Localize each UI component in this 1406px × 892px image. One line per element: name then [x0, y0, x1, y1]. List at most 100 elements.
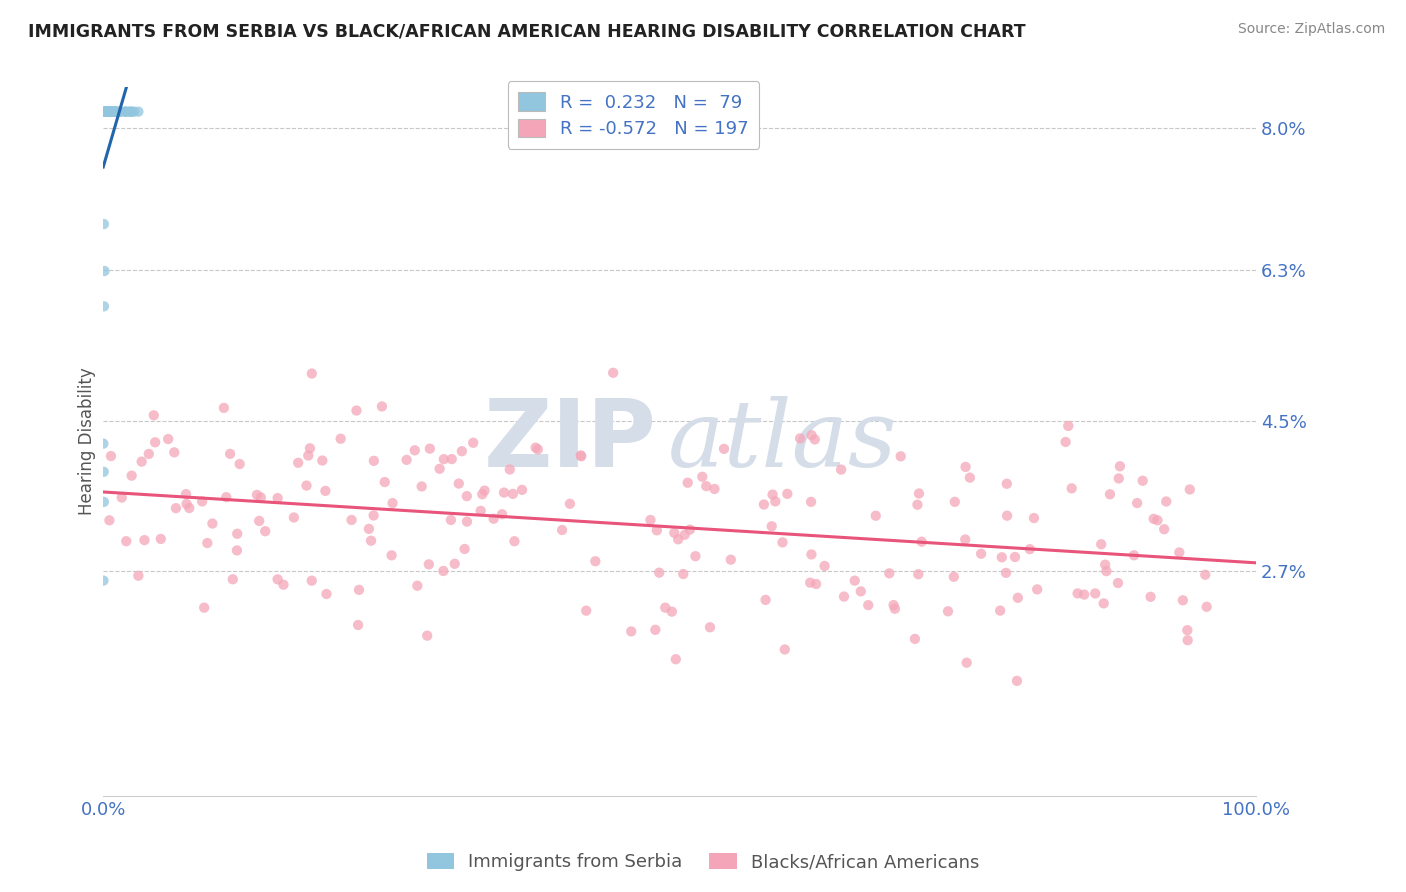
Point: [865, 508, 887, 523]
Point: [988, 604, 1011, 618]
Point: [800, 495, 823, 509]
Point: [195, 536, 218, 550]
Point: [93, 104, 115, 119]
Point: [93, 495, 115, 509]
Point: [114, 104, 136, 119]
Point: [363, 454, 385, 468]
Point: [995, 566, 1018, 580]
Point: [1018, 542, 1040, 557]
Point: [720, 552, 742, 566]
Point: [789, 431, 811, 445]
Point: [273, 577, 295, 591]
Point: [1154, 494, 1177, 508]
Point: [908, 486, 931, 500]
Point: [100, 104, 122, 119]
Point: [492, 485, 515, 500]
Point: [1073, 588, 1095, 602]
Point: [404, 443, 426, 458]
Point: [664, 525, 686, 540]
Point: [1094, 558, 1116, 572]
Point: [219, 447, 242, 461]
Point: [849, 584, 872, 599]
Point: [772, 535, 794, 549]
Point: [942, 570, 965, 584]
Point: [1054, 434, 1077, 449]
Point: [165, 501, 187, 516]
Point: [120, 104, 142, 119]
Point: [456, 515, 478, 529]
Point: [138, 447, 160, 461]
Point: [433, 452, 456, 467]
Point: [96, 104, 118, 119]
Point: [212, 401, 235, 415]
Point: [970, 547, 993, 561]
Point: [1026, 582, 1049, 597]
Point: [440, 452, 463, 467]
Point: [381, 496, 404, 510]
Point: [1022, 511, 1045, 525]
Point: [226, 526, 249, 541]
Point: [93, 217, 115, 231]
Point: [121, 104, 143, 119]
Point: [463, 435, 485, 450]
Point: [176, 497, 198, 511]
Point: [416, 629, 439, 643]
Point: [602, 366, 624, 380]
Point: [91, 436, 114, 450]
Point: [907, 498, 929, 512]
Point: [131, 455, 153, 469]
Point: [491, 507, 513, 521]
Point: [773, 642, 796, 657]
Point: [96, 104, 118, 119]
Point: [411, 479, 433, 493]
Point: [301, 367, 323, 381]
Point: [695, 479, 717, 493]
Point: [776, 487, 799, 501]
Point: [114, 104, 136, 119]
Point: [96, 104, 118, 119]
Point: [995, 508, 1018, 523]
Point: [193, 600, 215, 615]
Point: [96, 104, 118, 119]
Point: [991, 550, 1014, 565]
Point: [1139, 590, 1161, 604]
Point: [761, 519, 783, 533]
Point: [143, 435, 166, 450]
Point: [114, 104, 136, 119]
Point: [654, 600, 676, 615]
Point: [804, 433, 827, 447]
Point: [800, 428, 823, 442]
Point: [703, 482, 725, 496]
Point: [877, 566, 900, 581]
Point: [246, 488, 269, 502]
Point: [98, 104, 121, 119]
Point: [360, 533, 382, 548]
Point: [699, 620, 721, 634]
Point: [98, 104, 121, 119]
Point: [104, 104, 127, 119]
Point: [121, 468, 143, 483]
Point: [690, 470, 713, 484]
Point: [1107, 576, 1129, 591]
Point: [118, 104, 141, 119]
Point: [311, 453, 333, 467]
Point: [98, 104, 121, 119]
Point: [1195, 599, 1218, 614]
Point: [858, 598, 880, 612]
Point: [314, 483, 336, 498]
Point: [752, 498, 775, 512]
Point: [470, 504, 492, 518]
Point: [94, 104, 117, 119]
Point: [98, 104, 121, 119]
Point: [98, 104, 121, 119]
Point: [883, 598, 905, 612]
Y-axis label: Hearing Disability: Hearing Disability: [79, 368, 96, 516]
Point: [329, 432, 352, 446]
Point: [96, 104, 118, 119]
Point: [340, 513, 363, 527]
Point: [266, 491, 288, 505]
Point: [297, 449, 319, 463]
Point: [418, 558, 440, 572]
Point: [648, 566, 671, 580]
Point: [569, 449, 592, 463]
